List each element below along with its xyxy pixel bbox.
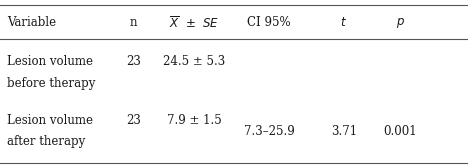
Text: after therapy: after therapy <box>7 135 85 149</box>
Text: Lesion volume: Lesion volume <box>7 114 93 127</box>
Text: Variable: Variable <box>7 16 56 29</box>
Text: n: n <box>130 16 137 29</box>
Text: $\overline{X}$  $\pm$  $\mathit{SE}$: $\overline{X}$ $\pm$ $\mathit{SE}$ <box>169 15 219 31</box>
Text: before therapy: before therapy <box>7 77 95 91</box>
Text: 0.001: 0.001 <box>383 124 417 138</box>
Text: Lesion volume: Lesion volume <box>7 55 93 68</box>
Text: 7.3–25.9: 7.3–25.9 <box>244 124 294 138</box>
Text: CI 95%: CI 95% <box>247 16 291 29</box>
Text: 23: 23 <box>126 114 141 127</box>
Text: $\mathit{p}$: $\mathit{p}$ <box>395 16 405 30</box>
Text: 7.9 ± 1.5: 7.9 ± 1.5 <box>167 114 221 127</box>
Text: $\mathit{t}$: $\mathit{t}$ <box>341 16 347 29</box>
Text: 23: 23 <box>126 55 141 68</box>
Text: 3.71: 3.71 <box>331 124 357 138</box>
Text: 24.5 ± 5.3: 24.5 ± 5.3 <box>163 55 226 68</box>
